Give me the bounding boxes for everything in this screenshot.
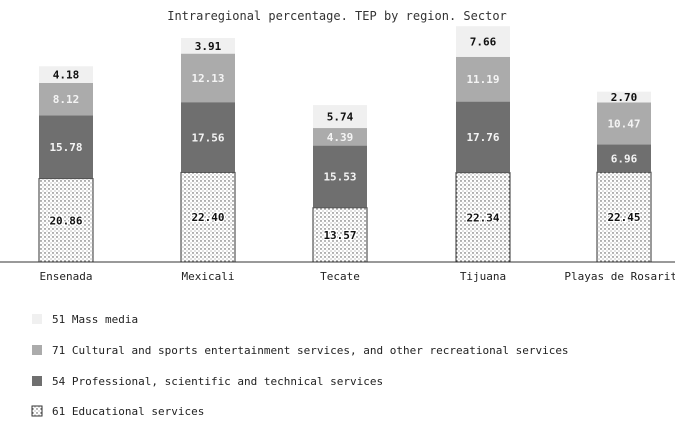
data-label: 6.96 xyxy=(611,152,638,165)
bar-segment xyxy=(597,144,651,173)
category-label: Tecate xyxy=(320,270,360,283)
legend-swatch xyxy=(31,405,43,417)
data-label: 15.78 xyxy=(49,141,82,154)
category-labels: Ensenada Mexicali Tecate Tijuana Playas de R… xyxy=(40,270,675,283)
category-label: Tijuana xyxy=(460,270,506,283)
bar-segment xyxy=(596,171,652,263)
legend-label: 61 Educational services xyxy=(52,405,204,418)
legend: 51 Mass media 71 Cultural and sports ente… xyxy=(31,313,569,418)
data-label: 17.76 xyxy=(466,131,499,144)
legend-swatch xyxy=(32,376,42,386)
data-label: 17.56 xyxy=(191,131,224,144)
bar-segment xyxy=(456,26,510,57)
bar-segment xyxy=(181,38,235,54)
category-label: Playas de Rosarito xyxy=(564,270,675,283)
category-label: Mexicali xyxy=(182,270,235,283)
bar-segment xyxy=(181,102,235,173)
data-label: 22.40 xyxy=(191,211,224,224)
data-label: 15.53 xyxy=(323,171,356,184)
bar-segment xyxy=(180,171,236,263)
bar-segment xyxy=(39,82,93,116)
data-label: 7.66 xyxy=(470,36,497,49)
legend-label: 51 Mass media xyxy=(52,313,138,326)
data-label: 2.70 xyxy=(611,91,638,104)
data-label: 8.12 xyxy=(53,93,80,106)
bar-segment xyxy=(39,66,93,83)
chart-title: Intraregional percentage. TEP by region.… xyxy=(167,9,507,23)
data-label: 13.57 xyxy=(323,229,356,242)
data-label: 10.47 xyxy=(607,117,640,130)
bar-segment xyxy=(39,115,93,179)
legend-label: 54 Professional, scientific and technica… xyxy=(52,375,383,388)
legend-swatch xyxy=(32,345,42,355)
category-label: Ensenada xyxy=(40,270,93,283)
data-label: 5.74 xyxy=(327,111,354,124)
data-label: 4.18 xyxy=(53,69,80,82)
data-label: 22.45 xyxy=(607,211,640,224)
bar-segment xyxy=(313,105,367,129)
data-label: 12.13 xyxy=(191,72,224,85)
bar-segment xyxy=(456,56,510,102)
bar-segment xyxy=(312,207,368,263)
bar-segment xyxy=(38,178,94,263)
data-label: 11.19 xyxy=(466,73,499,86)
bar-segment xyxy=(597,102,651,145)
data-label: 4.39 xyxy=(327,131,354,144)
data-label: 3.91 xyxy=(195,40,222,53)
data-label: 20.86 xyxy=(49,214,82,227)
bar-segment xyxy=(181,53,235,103)
bar-segment xyxy=(313,128,367,146)
data-label: 22.34 xyxy=(466,211,499,224)
bars-layer: 20.86 15.78 8.12 4.18 22.40 17.56 12.13 3.91 13.… xyxy=(38,26,652,263)
bar-segment xyxy=(313,145,367,208)
legend-label: 71 Cultural and sports entertainment ser… xyxy=(52,344,569,357)
legend-swatch xyxy=(32,314,42,324)
bar-segment xyxy=(456,101,510,173)
bar-segment xyxy=(597,91,651,103)
